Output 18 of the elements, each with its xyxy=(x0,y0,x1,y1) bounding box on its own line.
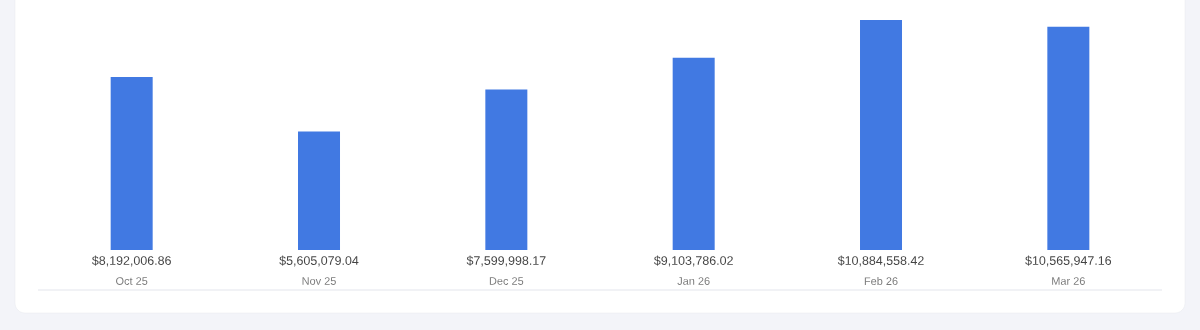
data-label: $8,192,006.86 xyxy=(91,255,171,267)
x-tick-label: Oct 25 xyxy=(116,277,148,285)
data-label: $10,565,947.16 xyxy=(1025,255,1112,267)
bar xyxy=(298,131,341,250)
bar xyxy=(672,57,715,250)
bar xyxy=(860,20,903,250)
data-label: $7,599,998.17 xyxy=(466,255,546,267)
data-label: $10,884,558.42 xyxy=(837,255,924,267)
x-tick-label: Jan 26 xyxy=(677,277,710,285)
x-tick-label: Mar 26 xyxy=(1052,277,1085,285)
data-label: $5,605,079.04 xyxy=(279,255,359,267)
x-tick-label: Nov 25 xyxy=(302,277,336,285)
x-tick-label: Dec 25 xyxy=(489,277,524,285)
data-label: $9,103,786.02 xyxy=(654,255,733,267)
bar xyxy=(485,89,528,250)
bar xyxy=(110,76,153,250)
x-tick-label: Feb 26 xyxy=(864,276,898,286)
bar xyxy=(1047,26,1090,250)
